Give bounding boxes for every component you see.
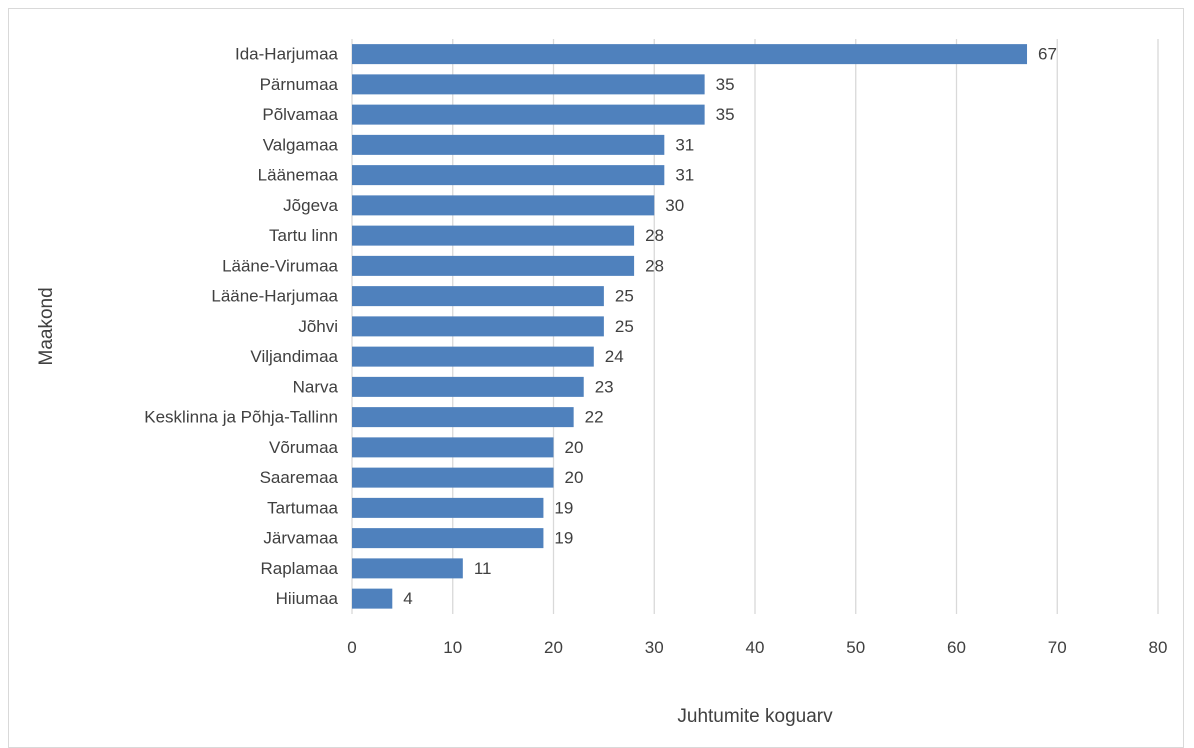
x-tick-label: 10 (443, 638, 462, 657)
x-axis-ticks: 0 10 20 30 40 50 60 70 80 (347, 638, 1167, 657)
category-label: Lääne-Virumaa (222, 256, 338, 275)
data-label: 11 (474, 559, 492, 578)
x-tick-label: 80 (1149, 638, 1168, 657)
y-axis-title: Maakond (36, 287, 57, 365)
bar (352, 376, 584, 397)
data-label: 20 (565, 438, 584, 457)
category-label: Jõgeva (283, 196, 338, 215)
bar (352, 104, 705, 125)
x-tick-label: 20 (544, 638, 563, 657)
data-label: 35 (716, 105, 735, 124)
gridlines (351, 39, 1159, 614)
data-label: 67 (1038, 45, 1057, 64)
category-label: Ida-Harjumaa (235, 45, 339, 64)
bar (352, 286, 604, 307)
category-label: Narva (293, 377, 339, 396)
bar (352, 134, 665, 155)
data-label: 28 (645, 226, 664, 245)
data-label: 20 (565, 468, 584, 487)
category-label: Tartumaa (267, 498, 338, 517)
x-tick-label: 0 (347, 638, 356, 657)
category-label: Hiiumaa (276, 589, 339, 608)
data-label: 35 (716, 75, 735, 94)
data-label: 25 (615, 317, 634, 336)
category-label: Lääne-Harjumaa (211, 287, 338, 306)
bar (352, 407, 574, 428)
bar (352, 225, 635, 246)
category-label: Läänemaa (258, 166, 339, 185)
x-axis-title: Juhtumite koguarv (677, 706, 833, 727)
data-label: 4 (403, 589, 412, 608)
category-label: Põlvamaa (262, 105, 338, 124)
category-label: Pärnumaa (260, 75, 339, 94)
bar (352, 316, 604, 337)
data-label: 30 (665, 196, 684, 215)
category-label: Viljandimaa (250, 347, 338, 366)
category-label: Kesklinna ja Põhja-Tallinn (144, 408, 338, 427)
data-label: 23 (595, 377, 614, 396)
category-label: Jõhvi (298, 317, 338, 336)
x-tick-label: 40 (746, 638, 765, 657)
bars (352, 44, 1028, 609)
x-tick-label: 70 (1048, 638, 1067, 657)
data-label: 22 (585, 408, 604, 427)
data-label: 28 (645, 256, 664, 275)
bar (352, 165, 665, 186)
chart-frame (8, 8, 1184, 748)
data-label: 19 (554, 498, 573, 517)
category-label: Järvamaa (263, 529, 338, 548)
data-label: 24 (605, 347, 624, 366)
x-tick-label: 60 (947, 638, 966, 657)
category-label: Võrumaa (269, 438, 339, 457)
bar (352, 255, 635, 276)
data-label: 31 (675, 135, 694, 154)
category-labels: Ida-Harjumaa Pärnumaa Põlvamaa Valgamaa Lään… (144, 45, 338, 609)
category-label: Valgamaa (263, 135, 339, 154)
bar (352, 44, 1028, 65)
data-label: 19 (554, 529, 573, 548)
category-label: Raplamaa (261, 559, 339, 578)
bar (352, 346, 594, 367)
bar (352, 195, 655, 216)
category-label: Tartu linn (269, 226, 338, 245)
data-label: 25 (615, 287, 634, 306)
x-tick-label: 50 (846, 638, 865, 657)
bar (352, 588, 393, 609)
category-label: Saaremaa (260, 468, 339, 487)
bar (352, 74, 705, 95)
bar (352, 437, 554, 458)
bar (352, 497, 544, 518)
bar (352, 528, 544, 549)
x-tick-label: 30 (645, 638, 664, 657)
bar (352, 467, 554, 488)
bar-chart: Ida-Harjumaa Pärnumaa Põlvamaa Valgamaa Lään… (36, 39, 1167, 727)
data-label: 31 (675, 166, 694, 185)
bar (352, 558, 463, 579)
